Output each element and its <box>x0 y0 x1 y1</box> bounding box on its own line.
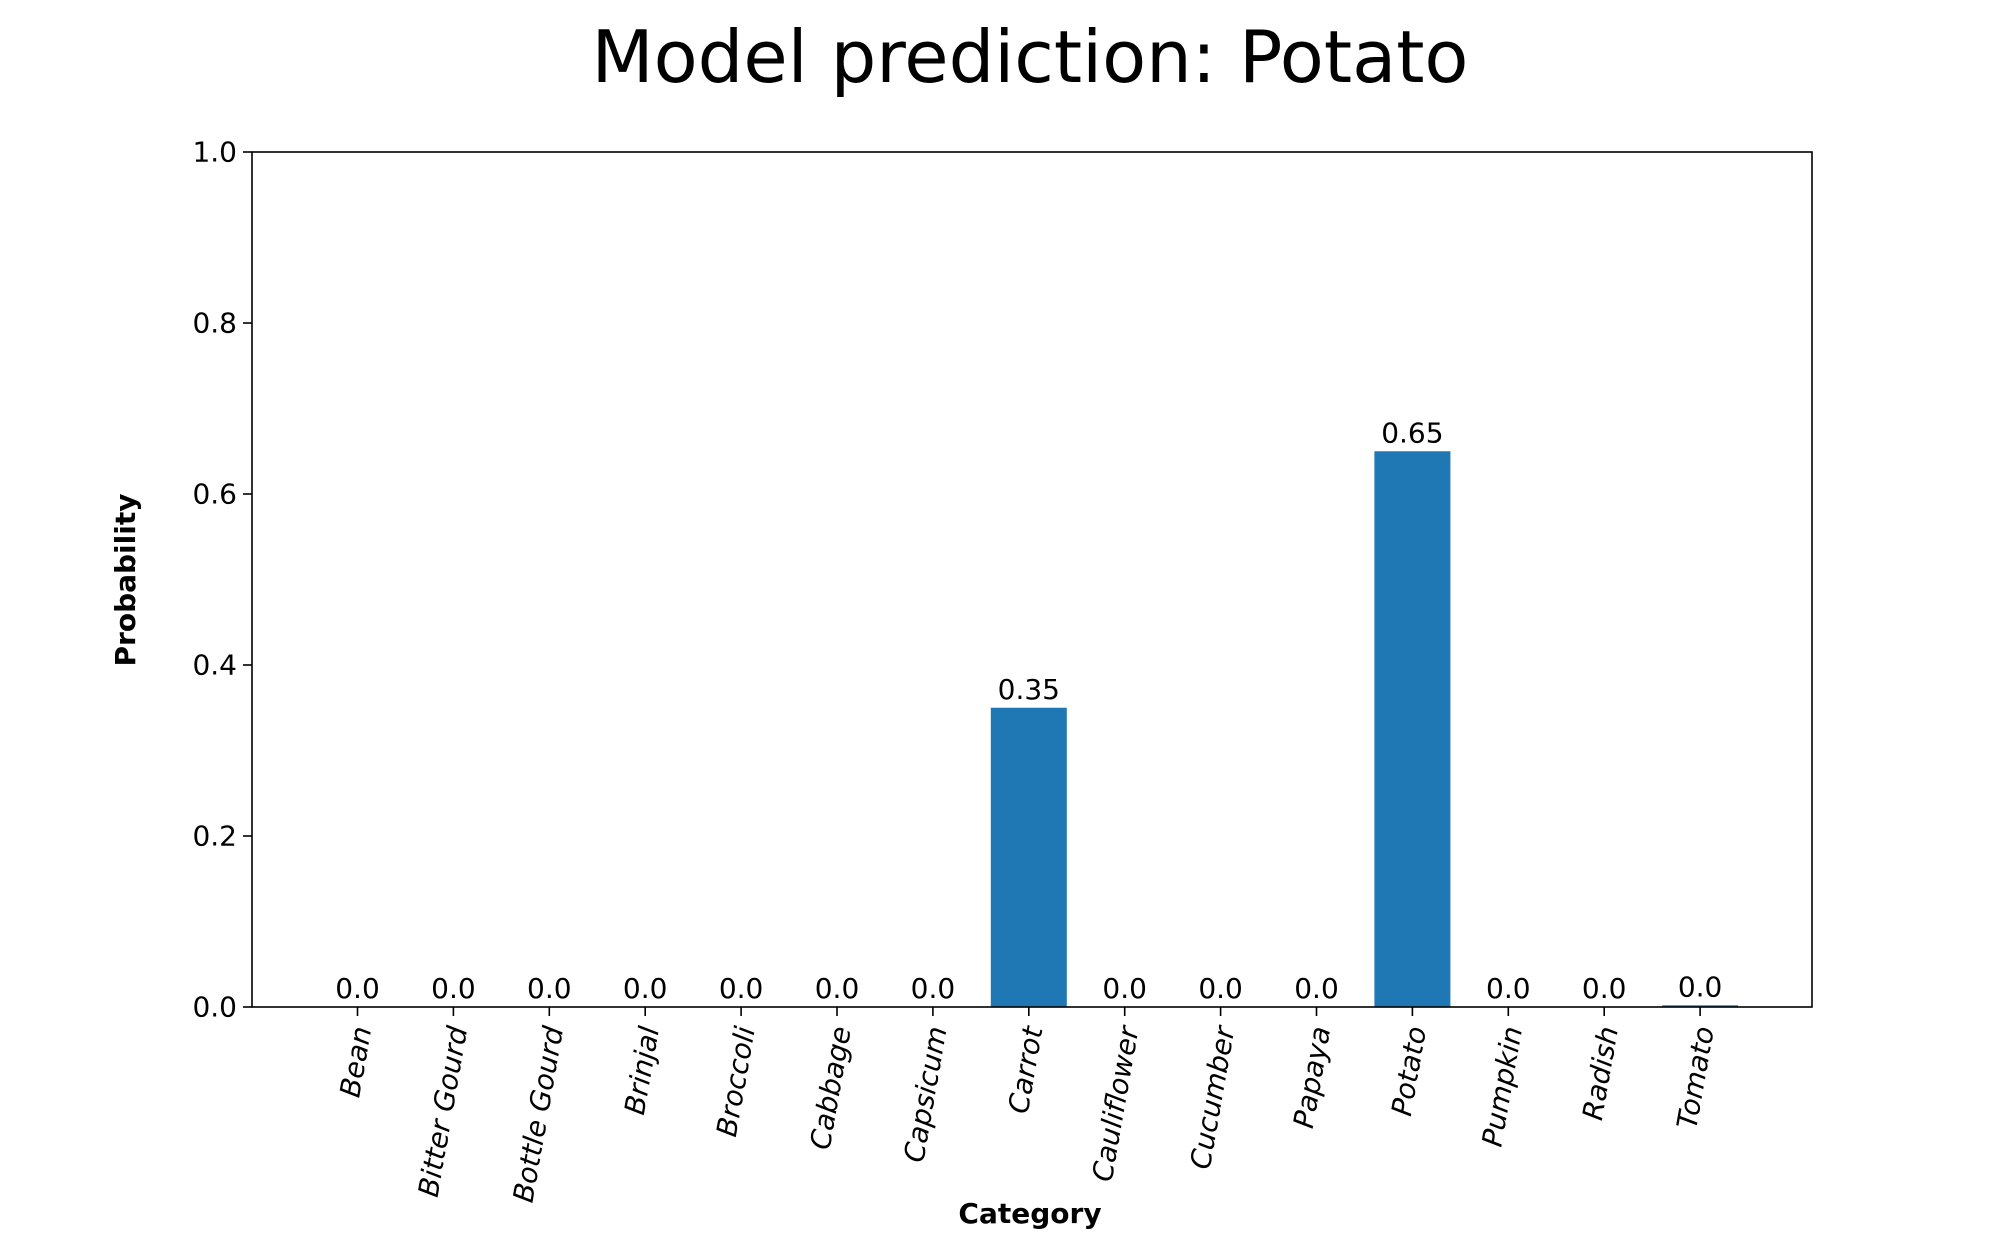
y-tick-label: 0.8 <box>192 307 237 340</box>
x-tick-label: Bottle Gourd <box>507 1024 570 1205</box>
y-tick-label: 0.0 <box>192 991 237 1024</box>
value-label: 0.35 <box>998 673 1060 706</box>
x-tick-label: Potato <box>1385 1024 1433 1119</box>
value-label: 0.0 <box>1582 972 1627 1005</box>
value-labels: 0.0 0.0 0.0 0.0 0.0 0.0 0.0 0.35 0.0 0.0 0.0 0.65 0.… <box>335 416 1722 1005</box>
chart-title: Model prediction: Potato <box>592 15 1469 99</box>
y-axis-label: Probability <box>109 494 142 667</box>
value-label: 0.0 <box>431 972 476 1005</box>
value-label: 0.0 <box>1486 972 1531 1005</box>
x-tick-label: Cucumber <box>1184 1022 1242 1171</box>
value-label: 0.0 <box>1678 970 1723 1003</box>
x-tick-label: Pumpkin <box>1475 1024 1529 1149</box>
x-tick-label: Capsicum <box>897 1024 953 1165</box>
x-axis-label: Category <box>958 1197 1101 1230</box>
y-tick-label: 0.4 <box>192 649 237 682</box>
bar-carrot <box>990 707 1067 1007</box>
value-label: 0.0 <box>1102 972 1147 1005</box>
y-tick-label: 0.6 <box>192 478 237 511</box>
bar-potato <box>1374 451 1451 1007</box>
value-label: 0.0 <box>911 972 956 1005</box>
value-label: 0.0 <box>335 972 380 1005</box>
x-tick-label: Radish <box>1576 1024 1625 1123</box>
plot-frame <box>251 151 1813 1008</box>
value-label: 0.65 <box>1381 416 1443 449</box>
value-label: 0.0 <box>1198 972 1243 1005</box>
x-tick-label: Papaya <box>1287 1024 1337 1131</box>
x-tick-label: Carrot <box>1002 1023 1050 1116</box>
x-axis: Bean Bitter Gourd Bottle Gourd Brinjal Brocc… <box>333 1007 1721 1205</box>
value-label: 0.0 <box>527 972 572 1005</box>
x-tick-label: Cabbage <box>804 1024 858 1152</box>
bar-tomato <box>1662 1005 1739 1007</box>
bars <box>990 451 1739 1007</box>
value-label: 0.0 <box>623 972 668 1005</box>
x-tick-label: Bitter Gourd <box>412 1024 474 1200</box>
x-tick-label: Tomato <box>1670 1024 1720 1131</box>
value-label: 0.0 <box>1294 972 1339 1005</box>
x-tick-label: Cauliflower <box>1086 1022 1146 1184</box>
y-axis: 0.0 0.2 0.4 0.6 0.8 1.0 <box>192 136 252 1024</box>
x-tick-label: Bean <box>333 1024 378 1100</box>
x-tick-label: Brinjal <box>618 1024 666 1118</box>
y-tick-label: 1.0 <box>192 136 237 169</box>
x-tick-label: Broccoli <box>710 1024 762 1140</box>
y-tick-label: 0.2 <box>192 820 237 853</box>
value-label: 0.0 <box>815 972 860 1005</box>
value-label: 0.0 <box>719 972 764 1005</box>
